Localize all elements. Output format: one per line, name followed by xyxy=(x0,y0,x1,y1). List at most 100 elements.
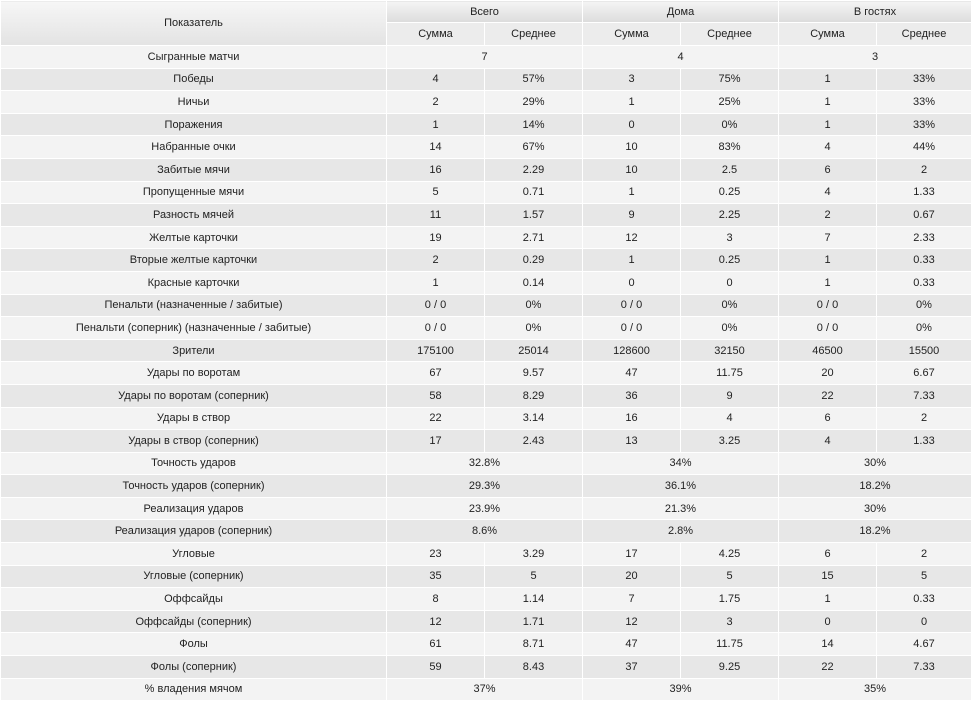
table-row: Удары в створ (соперник) 17 2.43 13 3.25 4 1.3… xyxy=(0,429,971,453)
row-value-sum: 7 xyxy=(778,225,877,250)
row-value-sum: 0 / 0 xyxy=(386,293,485,318)
row-label: Разность мячей xyxy=(0,203,387,227)
row-value-sum: 0 xyxy=(778,609,877,634)
row-value-merged: 18.2% xyxy=(778,474,971,498)
row-value-avg: 0 xyxy=(680,270,779,295)
row-value-sum: 10 xyxy=(582,135,681,159)
row-value-avg: 15500 xyxy=(876,338,971,363)
row-label: % владения мячом xyxy=(0,677,387,702)
row-value-sum: 16 xyxy=(386,157,485,182)
row-value-sum: 6 xyxy=(778,406,877,431)
row-value-avg: 8.43 xyxy=(484,655,583,679)
row-value-merged: 34% xyxy=(582,451,779,476)
row-value-avg: 0.33 xyxy=(876,270,971,295)
row-value-sum: 10 xyxy=(582,157,681,182)
row-value-merged: 21.3% xyxy=(582,496,779,521)
row-value-sum: 46500 xyxy=(778,338,877,363)
row-value-avg: 0.33 xyxy=(876,248,971,272)
row-value-sum: 67 xyxy=(386,361,485,385)
row-value-avg: 2 xyxy=(876,157,971,182)
row-value-avg: 9.57 xyxy=(484,361,583,385)
row-value-avg: 44% xyxy=(876,135,971,159)
row-value-avg: 33% xyxy=(876,112,971,137)
row-value-merged: 4 xyxy=(582,45,779,69)
row-value-sum: 4 xyxy=(778,135,877,159)
row-value-sum: 17 xyxy=(582,542,681,566)
row-value-avg: 32150 xyxy=(680,338,779,363)
row-value-avg: 4.67 xyxy=(876,632,971,657)
header-sum: Сумма xyxy=(582,22,681,46)
row-value-merged: 2.8% xyxy=(582,519,779,544)
row-value-avg: 0.14 xyxy=(484,270,583,295)
row-value-sum: 1 xyxy=(778,248,877,272)
header-avg: Среднее xyxy=(876,22,971,46)
row-value-avg: 8.29 xyxy=(484,383,583,408)
row-value-sum: 14 xyxy=(386,135,485,159)
row-value-avg: 57% xyxy=(484,67,583,92)
row-value-avg: 7.33 xyxy=(876,383,971,408)
row-value-merged: 23.9% xyxy=(386,496,583,521)
table-row: Сыгранные матчи 7 4 3 xyxy=(0,45,971,69)
row-value-sum: 47 xyxy=(582,632,681,657)
row-value-avg: 1.33 xyxy=(876,429,971,453)
row-value-sum: 1 xyxy=(778,270,877,295)
row-value-merged: 32.8% xyxy=(386,451,583,476)
row-value-sum: 1 xyxy=(778,587,877,611)
row-label: Красные карточки xyxy=(0,270,387,295)
row-value-avg: 0% xyxy=(680,293,779,318)
row-value-avg: 9 xyxy=(680,383,779,408)
table-row: Поражения 1 14% 0 0% 1 33% xyxy=(0,112,971,137)
row-value-avg: 11.75 xyxy=(680,361,779,385)
row-value-avg: 4.25 xyxy=(680,542,779,566)
row-value-avg: 0% xyxy=(484,293,583,318)
table-row: Реализация ударов (соперник) 8.6% 2.8% 18.2… xyxy=(0,519,971,544)
row-value-sum: 4 xyxy=(778,180,877,205)
row-value-avg: 2 xyxy=(876,406,971,431)
row-value-avg: 1.75 xyxy=(680,587,779,611)
row-value-avg: 2.5 xyxy=(680,157,779,182)
table-row: Оффсайды 8 1.14 7 1.75 1 0.33 xyxy=(0,587,971,611)
row-value-avg: 2 xyxy=(876,542,971,566)
row-value-sum: 1 xyxy=(778,90,877,114)
row-value-avg: 1.33 xyxy=(876,180,971,205)
row-label: Желтые карточки xyxy=(0,225,387,250)
row-value-avg: 75% xyxy=(680,67,779,92)
row-label: Фолы (соперник) xyxy=(0,655,387,679)
row-value-sum: 5 xyxy=(386,180,485,205)
row-label: Сыгранные матчи xyxy=(0,45,387,69)
table-row: Вторые желтые карточки 2 0.29 1 0.25 1 0.33 xyxy=(0,248,971,272)
row-value-avg: 33% xyxy=(876,90,971,114)
row-label: Точность ударов (соперник) xyxy=(0,474,387,498)
row-value-avg: 3.29 xyxy=(484,542,583,566)
table-row: Зрители 175100 25014 128600 32150 46500 15500 xyxy=(0,338,971,363)
row-value-sum: 8 xyxy=(386,587,485,611)
row-value-sum: 1 xyxy=(582,90,681,114)
table-row: Победы 4 57% 3 75% 1 33% xyxy=(0,67,971,92)
row-value-avg: 9.25 xyxy=(680,655,779,679)
table-row: Удары по воротам 67 9.57 47 11.75 20 6.67 xyxy=(0,361,971,385)
stats-body: Сыгранные матчи 7 4 3 Победы 4 57% 3 75% 1 33% Ничь… xyxy=(0,45,971,702)
row-value-sum: 11 xyxy=(386,203,485,227)
row-label: Набранные очки xyxy=(0,135,387,159)
row-value-avg: 7.33 xyxy=(876,655,971,679)
row-value-sum: 2 xyxy=(386,90,485,114)
row-label: Угловые (соперник) xyxy=(0,564,387,589)
header-avg: Среднее xyxy=(484,22,583,46)
row-value-sum: 2 xyxy=(778,203,877,227)
row-value-sum: 128600 xyxy=(582,338,681,363)
row-value-merged: 8.6% xyxy=(386,519,583,544)
table-row: Пенальти (соперник) (назначенные / забит… xyxy=(0,316,971,340)
row-value-merged: 35% xyxy=(778,677,971,702)
row-value-sum: 23 xyxy=(386,542,485,566)
row-value-sum: 17 xyxy=(386,429,485,453)
row-value-sum: 0 / 0 xyxy=(778,316,877,340)
row-value-avg: 4 xyxy=(680,406,779,431)
row-value-sum: 22 xyxy=(386,406,485,431)
row-value-avg: 0% xyxy=(680,112,779,137)
row-value-sum: 61 xyxy=(386,632,485,657)
row-value-merged: 18.2% xyxy=(778,519,971,544)
row-value-merged: 30% xyxy=(778,451,971,476)
row-value-sum: 1 xyxy=(386,270,485,295)
row-value-sum: 58 xyxy=(386,383,485,408)
